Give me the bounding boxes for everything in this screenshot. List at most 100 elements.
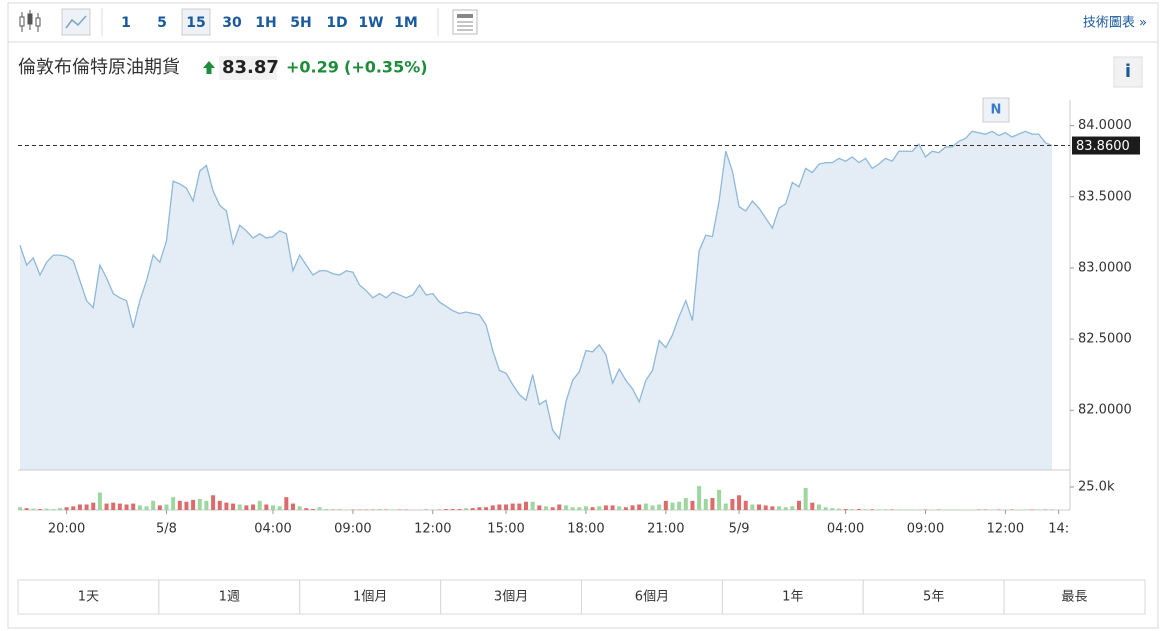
event-badge[interactable]	[982, 97, 1010, 123]
table-icon[interactable]	[452, 9, 478, 35]
volume-bar	[44, 508, 49, 510]
volume-bar	[783, 507, 788, 510]
period-button[interactable]	[17, 579, 160, 615]
volume-bar	[530, 501, 535, 510]
volume-bar	[524, 501, 529, 510]
interval-button[interactable]: 1D	[326, 15, 347, 31]
volume-bar	[883, 509, 888, 510]
volume-bar	[470, 508, 475, 510]
volume-bar	[290, 503, 295, 510]
y-tick-label: 82.0000	[1078, 403, 1132, 418]
period-label[interactable]: 最長	[1062, 590, 1088, 605]
volume-bar	[97, 492, 102, 510]
volume-bar	[104, 503, 109, 510]
instrument-name: 倫敦布倫特原油期貨	[18, 57, 180, 78]
y-tick-label: 82.5000	[1078, 332, 1132, 347]
volume-bar	[197, 498, 202, 510]
interval-button[interactable]: 1W	[358, 15, 383, 31]
interval-button[interactable]: 1M	[394, 15, 418, 31]
volume-bar	[377, 509, 382, 510]
volume-bar	[623, 507, 628, 510]
volume-bar	[211, 495, 216, 510]
period-button[interactable]	[1003, 579, 1146, 615]
x-tick-label: 09:00	[907, 522, 944, 537]
period-label[interactable]: 6個月	[635, 590, 669, 605]
interval-button[interactable]: 5H	[290, 15, 311, 31]
x-tick-label: 15:00	[487, 522, 524, 537]
volume-bar	[251, 504, 256, 510]
volume-bar	[890, 509, 895, 510]
volume-bar	[617, 506, 622, 510]
y-tick-label: 83.5000	[1078, 189, 1132, 204]
volume-bar	[304, 508, 309, 510]
volume-bar	[643, 503, 648, 510]
volume-bar	[843, 509, 848, 510]
period-button[interactable]	[299, 579, 442, 615]
volume-bar	[204, 500, 209, 510]
interval-button[interactable]: 5	[157, 15, 167, 31]
volume-bar	[184, 501, 189, 510]
volume-bar	[277, 506, 282, 510]
volume-bar	[570, 507, 575, 510]
volume-bar	[723, 503, 728, 510]
volume-bar	[137, 505, 142, 510]
volume-bar	[763, 505, 768, 510]
up-arrow	[203, 61, 215, 74]
period-label[interactable]: 1個月	[353, 590, 387, 605]
period-label[interactable]: 5年	[923, 590, 944, 605]
volume-bar	[777, 506, 782, 510]
change: +0.29	[286, 58, 339, 77]
volume-bar	[457, 509, 462, 510]
period-label[interactable]: 1週	[219, 590, 240, 605]
volume-bar	[504, 504, 509, 510]
period-label[interactable]: 1年	[782, 590, 803, 605]
volume-bar	[271, 505, 276, 510]
volume-bar	[284, 497, 289, 510]
period-button[interactable]	[721, 579, 864, 615]
volume-bar	[18, 507, 22, 510]
volume-bar	[863, 509, 868, 510]
period-label[interactable]: 3個月	[494, 590, 528, 605]
volume-bar	[703, 498, 708, 510]
volume-bar	[51, 509, 56, 510]
period-label[interactable]: 1天	[78, 590, 99, 605]
volume-bar	[637, 504, 642, 510]
period-button[interactable]	[581, 579, 723, 615]
volume-bar	[743, 500, 748, 510]
volume-bar	[84, 504, 89, 510]
volume-bar	[517, 503, 522, 510]
volume-bar	[490, 505, 495, 510]
period-button[interactable]	[158, 579, 301, 615]
volume-bar	[650, 505, 655, 510]
interval-button[interactable]: 15	[186, 15, 205, 31]
info-label[interactable]: i	[1125, 61, 1131, 82]
price: 83.87	[222, 57, 279, 78]
candle-icon[interactable]	[19, 10, 41, 32]
period-button[interactable]	[862, 579, 1005, 615]
period-button[interactable]	[440, 579, 582, 615]
volume-bar	[750, 504, 755, 510]
x-tick-label: 12:00	[987, 522, 1024, 537]
volume-bar	[590, 507, 595, 510]
volume-bar	[810, 502, 815, 510]
interval-button[interactable]: 1H	[255, 15, 276, 31]
interval-button[interactable]: 1	[121, 15, 131, 31]
volume-bar	[24, 508, 29, 510]
volume-bar	[477, 507, 482, 510]
volume-bar	[583, 506, 588, 510]
volume-bar	[597, 506, 602, 510]
volume-bar	[310, 509, 315, 510]
volume-bar	[663, 500, 668, 510]
volume-bar	[836, 508, 841, 510]
volume-bar	[157, 505, 162, 510]
area-icon[interactable]	[61, 8, 91, 36]
volume-bar	[870, 509, 875, 510]
volume-bar	[790, 506, 795, 510]
interval-button[interactable]: 30	[222, 15, 242, 31]
technical-link[interactable]: 技術圖表 »	[1083, 16, 1147, 31]
event-badge-label[interactable]: N	[991, 103, 1002, 118]
volume-bar	[64, 507, 69, 510]
price-line	[19, 130, 1053, 441]
info-button[interactable]	[1113, 56, 1143, 88]
